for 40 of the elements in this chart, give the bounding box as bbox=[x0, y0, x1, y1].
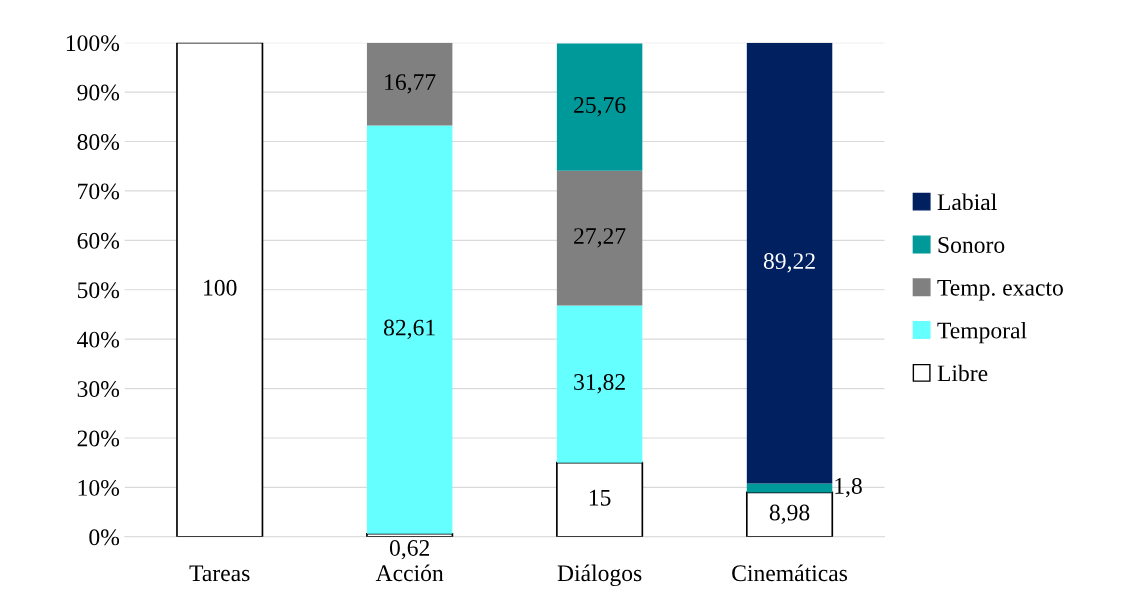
legend-label: Labial bbox=[937, 193, 997, 211]
y-tick-label: 60% bbox=[77, 232, 120, 249]
bar bbox=[745, 491, 834, 537]
bar bbox=[176, 42, 264, 537]
y-tick-label: 90% bbox=[77, 84, 120, 101]
bar bbox=[746, 42, 833, 484]
legend-label: Sonoro bbox=[938, 237, 1005, 253]
x-tick-label: Cinemáticas bbox=[732, 564, 848, 582]
data-label: 0,62 bbox=[389, 539, 430, 560]
bar bbox=[366, 42, 453, 126]
data-label: 82,61 bbox=[384, 319, 435, 339]
x-tick-label: Acción bbox=[375, 564, 444, 582]
data-label: 89,22 bbox=[763, 253, 815, 273]
y-tick-label: 40% bbox=[77, 331, 120, 348]
y-tick-label: 10% bbox=[78, 479, 120, 496]
x-tick-label: Tareas bbox=[189, 565, 250, 582]
legend-label: Temporal bbox=[937, 321, 1027, 344]
legend-label: Libre bbox=[937, 364, 988, 382]
data-label: 15 bbox=[589, 489, 611, 506]
y-tick-label: 70% bbox=[78, 183, 120, 200]
legend-label: Temp. exacto bbox=[937, 280, 1063, 301]
bar bbox=[556, 305, 643, 463]
data-label: 8,98 bbox=[769, 504, 810, 524]
y-tick-label: 50% bbox=[77, 282, 120, 299]
data-label: 16,77 bbox=[385, 74, 436, 94]
y-tick-label: 20% bbox=[77, 430, 120, 447]
data-label: 31,82 bbox=[574, 374, 625, 394]
bar bbox=[556, 43, 643, 171]
data-label: 100 bbox=[204, 279, 237, 296]
y-tick-label: 80% bbox=[77, 134, 120, 151]
y-tick-label: 0% bbox=[89, 529, 120, 546]
y-tick-label: 100% bbox=[66, 35, 120, 52]
bar bbox=[556, 170, 643, 306]
bar bbox=[366, 125, 453, 534]
bar bbox=[556, 461, 644, 537]
data-label: 27,27 bbox=[574, 228, 626, 248]
data-label: 25,76 bbox=[574, 97, 626, 117]
x-tick-label: Diálogos bbox=[557, 564, 642, 587]
data-label: 1,8 bbox=[835, 477, 862, 498]
y-tick-label: 30% bbox=[77, 381, 120, 398]
